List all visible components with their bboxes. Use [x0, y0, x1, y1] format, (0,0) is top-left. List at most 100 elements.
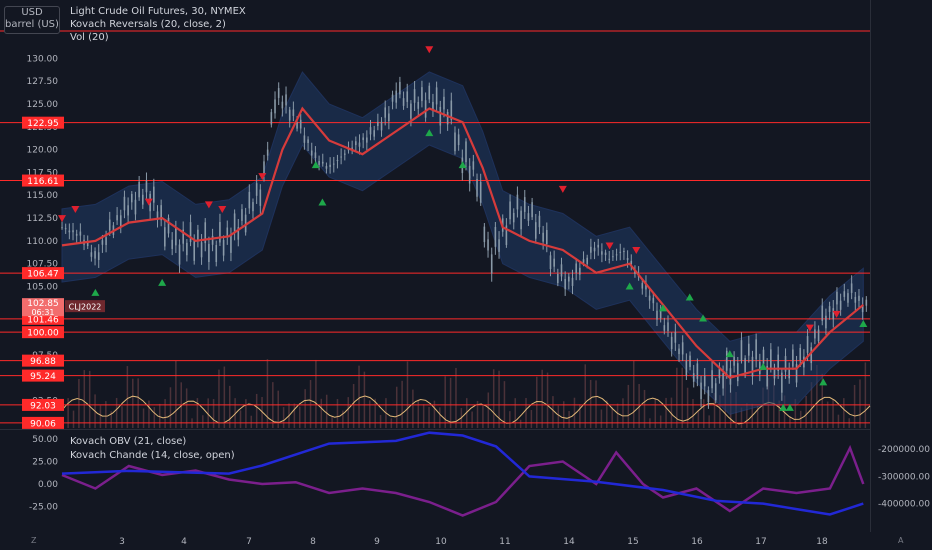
volume-bar [832, 399, 834, 428]
candle-body [226, 227, 229, 238]
candle-body [674, 331, 677, 343]
candle-body [200, 242, 203, 258]
candle-body [332, 163, 335, 165]
candle-body [457, 134, 460, 146]
volume-bar [557, 405, 560, 428]
volume-bar [826, 401, 829, 428]
price-axis-tick-label: 107.50 [27, 260, 59, 270]
symbol-title[interactable]: Light Crude Oil Futures, 30, NYMEX [70, 6, 246, 17]
volume-bar [552, 396, 554, 428]
candle-body [678, 348, 680, 355]
candle-body [288, 109, 291, 121]
volume-bar [266, 359, 269, 428]
volume-bar [676, 367, 678, 428]
volume-bar [703, 399, 705, 428]
symbol-tag[interactable] [65, 300, 105, 313]
candle-body [252, 202, 254, 212]
volume-bar [843, 398, 845, 428]
candle-body [560, 264, 563, 277]
candle-body [86, 242, 89, 247]
candle-body [325, 166, 328, 169]
volume-bar [320, 398, 323, 428]
volume-bar [304, 389, 306, 428]
candle-body [108, 219, 111, 231]
price-axis-tick-label: 110.00 [27, 237, 59, 247]
volume-bar [83, 370, 86, 428]
candle-body [608, 258, 611, 260]
reversal-up-marker [785, 403, 794, 411]
indicator-legend-obv[interactable]: Kovach OBV (21, close) [70, 436, 187, 447]
candle-body [351, 147, 353, 150]
volume-bar [137, 378, 139, 428]
reversal-down-marker [832, 310, 841, 318]
candle-body [828, 306, 831, 312]
currency-unit-selector[interactable]: USD barrel (US) [4, 6, 60, 34]
candle-body [377, 121, 379, 127]
volume-bar [164, 399, 166, 428]
volume-bar [681, 367, 683, 428]
candle-body [487, 239, 489, 251]
volume-bar [207, 398, 209, 428]
volume-bar [482, 405, 484, 428]
chande-axis-tick-label: 25.00 [32, 458, 58, 468]
indicator-legend-reversals[interactable]: Kovach Reversals (20, close, 2) [70, 19, 226, 30]
last-price-value: 102.85 [27, 299, 59, 309]
last-price-tag[interactable] [22, 298, 64, 317]
indicator-legend-chande[interactable]: Kovach Chande (14, close, open) [70, 450, 235, 461]
volume-bar [395, 386, 398, 428]
candle-body [406, 91, 409, 102]
candle-body [681, 342, 684, 355]
volume-bar [309, 380, 312, 428]
candle-body [781, 372, 783, 393]
volume-bar [422, 404, 425, 428]
indicator-legend-volume[interactable]: Vol (20) [70, 32, 109, 43]
candle-body [233, 213, 236, 233]
candle-body [498, 239, 500, 252]
candle-body [656, 310, 658, 320]
candle-body [270, 112, 273, 125]
candle-body [725, 350, 728, 371]
candle-body [490, 254, 493, 274]
candle-body [736, 363, 739, 382]
candle-body [321, 161, 324, 164]
volume-bar [110, 411, 112, 428]
volume-bar [158, 403, 161, 428]
candle-body [443, 96, 445, 110]
volume-bar [498, 370, 500, 428]
candle-body [344, 153, 346, 155]
candle-body [277, 88, 280, 98]
candle-body [850, 283, 853, 293]
candle-body [520, 210, 522, 230]
candle-body [263, 161, 265, 175]
volume-bar [606, 400, 608, 428]
candle-body [97, 252, 100, 260]
auto-scale-button[interactable]: A [898, 536, 904, 545]
candle-body [259, 189, 262, 206]
candle-body [208, 243, 210, 263]
time-axis-tick-label: 16 [691, 537, 703, 547]
volume-bar [331, 416, 333, 428]
candle-body [652, 297, 655, 304]
candle-body [380, 121, 383, 131]
candle-body [847, 293, 849, 303]
candle-body [303, 135, 306, 143]
candle-body [421, 87, 423, 102]
reversal-up-marker [625, 282, 634, 290]
volume-bar [794, 398, 797, 428]
volume-bar [196, 398, 199, 428]
volume-bar [697, 410, 700, 428]
volume-bar [713, 392, 716, 428]
candle-body [806, 336, 809, 353]
obv-axis-tick-label: -300000.00 [878, 472, 930, 482]
candle-body [733, 356, 735, 366]
time-axis-tick-label: 11 [499, 537, 510, 547]
timezone-button[interactable]: Z [31, 536, 37, 545]
candle-body [197, 229, 199, 242]
volume-bar [864, 362, 867, 428]
volume-bar [805, 395, 807, 428]
candle-body [175, 227, 177, 246]
volume-bar [374, 398, 376, 428]
volume-bar [670, 397, 673, 428]
candle-body [79, 231, 82, 236]
